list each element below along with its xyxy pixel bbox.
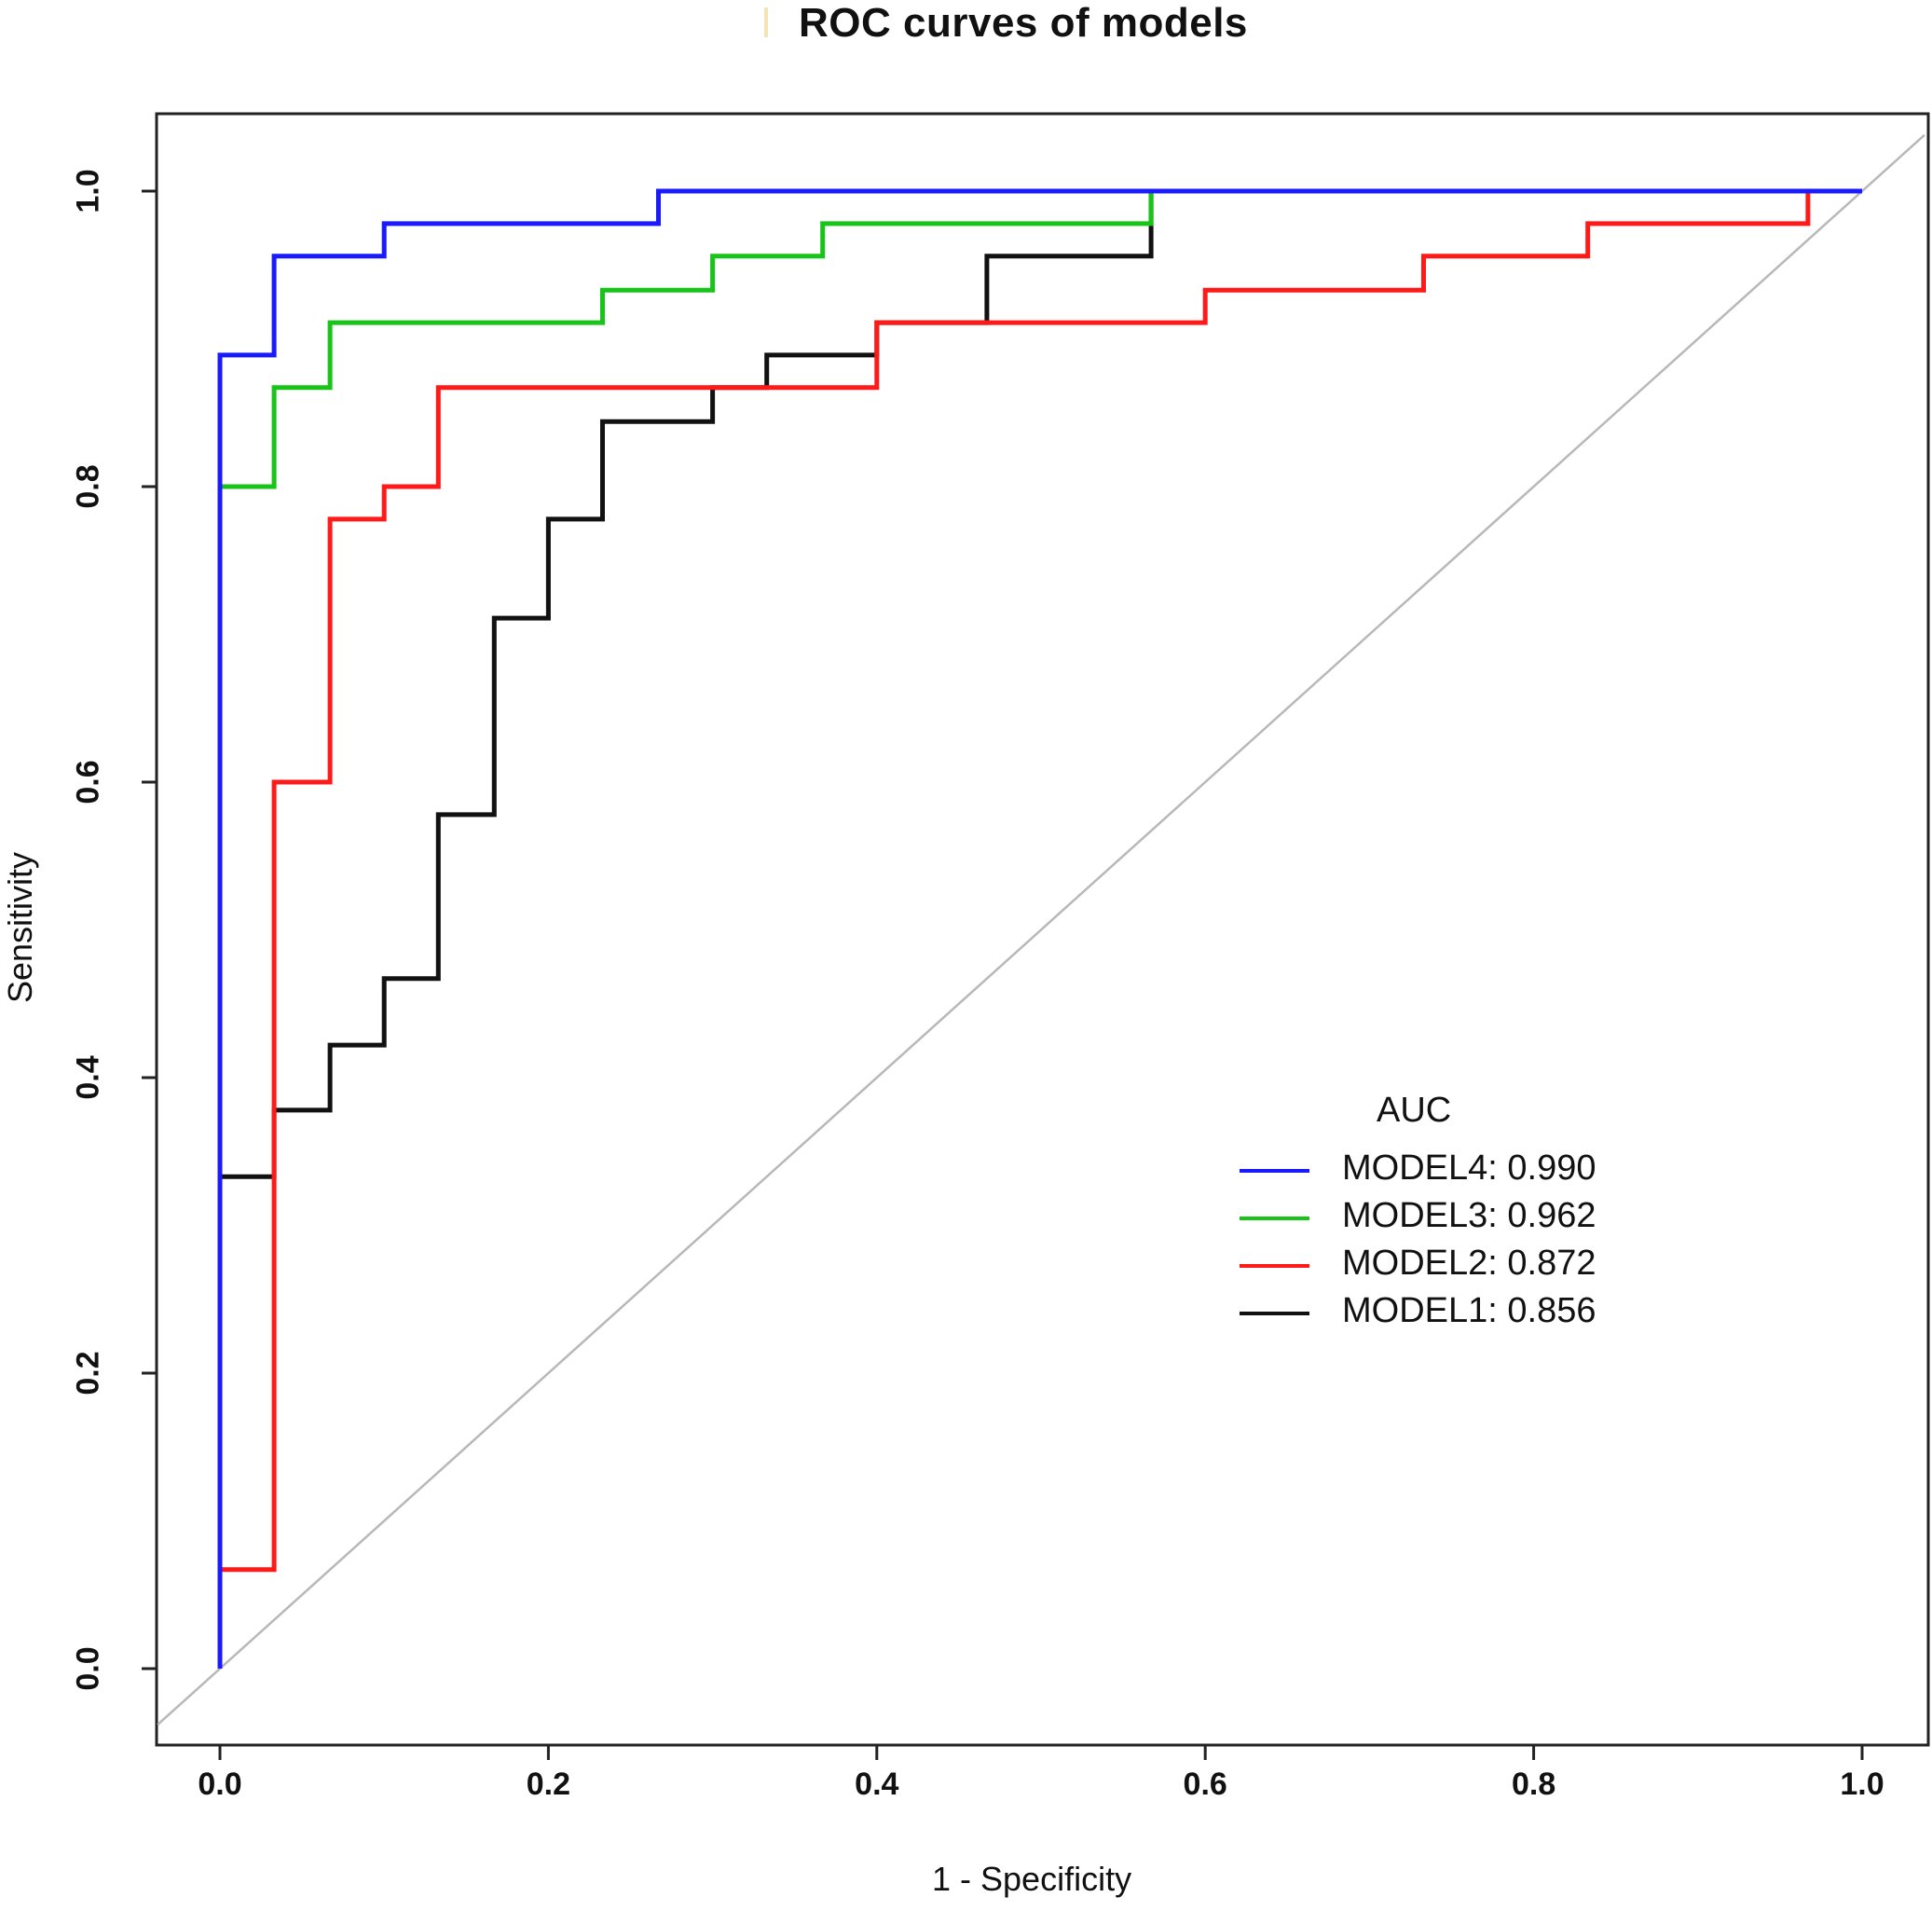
plot-frame	[155, 112, 1930, 1747]
axis-layer	[142, 189, 1864, 1760]
legend-label-model1: MODEL1: 0.856	[1342, 1291, 1596, 1330]
reference-layer	[157, 133, 1925, 1726]
title-marker	[764, 7, 768, 37]
y-tick-label: 0.2	[70, 1351, 106, 1395]
roc-line-model3	[217, 188, 1862, 1669]
y-tick-label: 1.0	[70, 169, 106, 213]
y-tick-label: 0.4	[70, 1055, 106, 1100]
legend-label-model3: MODEL3: 0.962	[1342, 1196, 1596, 1235]
y-tick-label: 0.8	[70, 464, 106, 509]
x-tick-label: 0.0	[198, 1767, 242, 1802]
x-tick-label: 0.6	[1183, 1767, 1227, 1802]
roc-line-model4	[217, 188, 1862, 1669]
y-tick-label: 0.6	[70, 760, 106, 804]
legend-layer	[1240, 1169, 1309, 1315]
reference-diagonal-line	[157, 133, 1925, 1726]
y-tick-label: 0.0	[70, 1646, 106, 1691]
legend-label-model4: MODEL4: 0.990	[1342, 1148, 1596, 1188]
legend-label-model2: MODEL2: 0.872	[1342, 1244, 1596, 1283]
x-axis-label: 1 - Specificity	[932, 1860, 1132, 1898]
x-tick-label: 0.8	[1511, 1767, 1556, 1802]
legend-title: AUC	[1377, 1091, 1452, 1130]
x-tick-label: 0.2	[526, 1767, 571, 1802]
roc-line-model2	[217, 188, 1862, 1669]
series-layer	[217, 188, 1862, 1669]
x-tick-label: 0.4	[855, 1767, 899, 1802]
x-tick-label: 1.0	[1840, 1767, 1884, 1802]
chart-title: ROC curves of models	[799, 0, 1248, 46]
y-axis-label: Sensitivity	[1, 851, 39, 1004]
